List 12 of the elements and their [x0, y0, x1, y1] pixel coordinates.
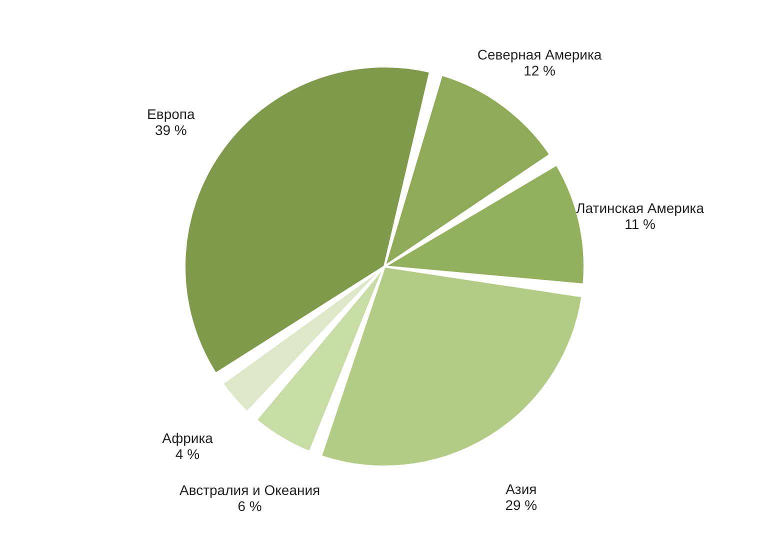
slice-label: Латинская Америка — [576, 200, 704, 216]
slice-label: Африка — [162, 430, 214, 446]
data-label: 11 % — [624, 216, 656, 232]
data-label: 6 % — [238, 498, 262, 514]
slice-label: Северная Америка — [477, 46, 602, 62]
slice-label: Азия — [506, 481, 537, 498]
slice-label: Австралия и Океания — [179, 482, 320, 498]
data-label: 4 % — [175, 446, 200, 462]
data-label: 39 % — [154, 122, 187, 138]
data-label: 12 % — [524, 62, 556, 78]
data-label: 29 % — [505, 497, 538, 514]
slice-label: Европа — [147, 106, 195, 122]
